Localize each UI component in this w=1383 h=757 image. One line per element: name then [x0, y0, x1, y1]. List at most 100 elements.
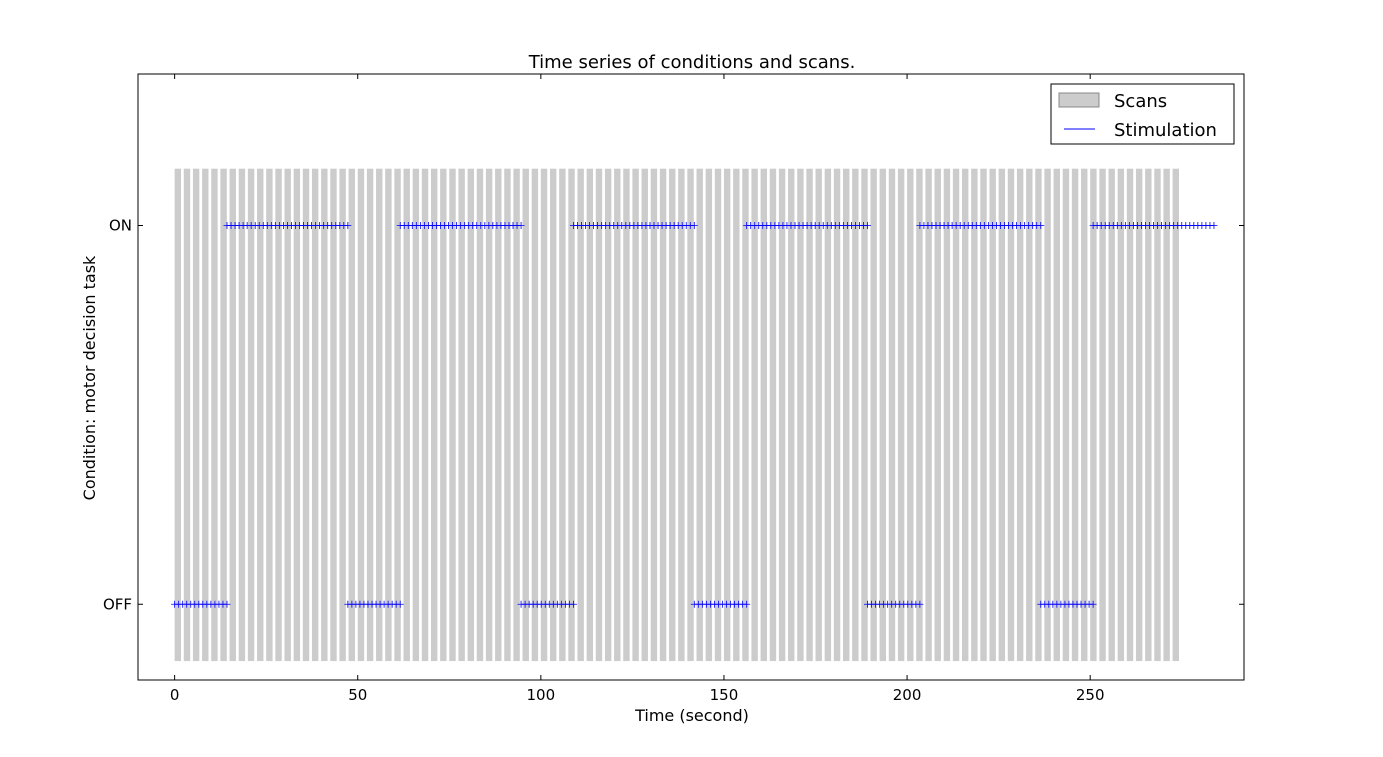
scan-bar	[897, 168, 905, 662]
x-tick-label: 50	[348, 686, 367, 704]
scan-bar	[595, 168, 603, 662]
scan-bar	[348, 168, 355, 662]
scan-bar	[806, 168, 813, 662]
scan-bar	[430, 168, 438, 662]
scan-bar	[495, 168, 502, 662]
stimulation-point	[690, 222, 698, 229]
scan-bar	[211, 168, 218, 662]
scan-bar	[531, 168, 539, 662]
scan-bar	[440, 168, 447, 662]
scan-bar	[458, 168, 465, 662]
scan-bar	[696, 168, 703, 662]
scan-bar	[824, 168, 832, 662]
scan-bar	[311, 168, 319, 662]
scan-bar	[577, 168, 584, 662]
scan-bar	[412, 168, 420, 662]
scan-bar	[513, 168, 520, 662]
scan-bar	[998, 168, 1006, 662]
scan-bar	[540, 168, 548, 662]
stimulation-point	[864, 222, 872, 229]
scan-bar	[421, 168, 429, 662]
stimulation-point	[1089, 600, 1097, 608]
stimulation-point	[517, 222, 525, 229]
scan-bar	[330, 168, 337, 662]
scan-bar	[1108, 168, 1115, 662]
legend-stimulation-label: Stimulation	[1114, 120, 1217, 141]
scan-bar	[1172, 168, 1179, 662]
scan-bar	[1071, 168, 1079, 662]
chart-title: Time series of conditions and scans.	[528, 52, 856, 73]
scan-bar	[504, 168, 511, 662]
scan-bar	[1117, 168, 1125, 662]
scan-bar	[879, 168, 887, 662]
x-tick-label: 0	[170, 686, 180, 704]
scan-bar	[659, 168, 667, 662]
scan-bar	[1016, 168, 1024, 662]
scan-bar	[284, 168, 291, 662]
scan-bar	[861, 168, 868, 662]
stimulation-point	[743, 600, 751, 608]
scan-bar	[220, 168, 227, 662]
scan-bar	[604, 168, 612, 662]
scan-bar	[366, 168, 374, 662]
scan-bar	[916, 168, 923, 662]
scan-bar	[586, 168, 594, 662]
scan-bar	[623, 168, 630, 662]
x-tick-label: 200	[893, 686, 922, 704]
x-tick-label: 150	[710, 686, 739, 704]
stimulation-point	[916, 600, 924, 608]
scan-bar	[678, 168, 685, 662]
scan-bar	[705, 168, 713, 662]
scan-bar	[1062, 168, 1070, 662]
scan-bar	[980, 168, 987, 662]
scan-bar	[247, 168, 255, 662]
scan-bar	[925, 168, 932, 662]
scan-bar	[394, 168, 401, 662]
scan-bar	[797, 168, 804, 662]
scan-bar	[778, 168, 786, 662]
stimulation-point	[1210, 222, 1218, 229]
scan-bar	[907, 168, 914, 662]
scan-bar	[1145, 168, 1152, 662]
scan-bar	[522, 168, 529, 662]
scan-bar	[183, 168, 191, 662]
scan-bar	[192, 168, 200, 662]
scan-bar	[962, 168, 969, 662]
scan-bar	[559, 168, 566, 662]
scan-bar	[275, 168, 282, 662]
scan-bar	[467, 168, 475, 662]
scan-bar	[888, 168, 896, 662]
scan-bar	[174, 168, 182, 662]
scan-bar	[714, 168, 722, 662]
scan-bar	[403, 168, 410, 662]
scan-bar	[760, 168, 767, 662]
x-axis-label: Time (second)	[634, 706, 749, 725]
scan-bar	[339, 168, 346, 662]
scan-bar	[1090, 168, 1097, 662]
scan-bar	[870, 168, 877, 662]
scan-bar	[1007, 168, 1015, 662]
y-axis-label: Condition: motor decision task	[80, 255, 99, 500]
scan-bar	[1154, 168, 1161, 662]
scan-bar	[723, 168, 731, 662]
stimulation-point	[1037, 222, 1045, 229]
scan-bar	[1081, 168, 1088, 662]
legend-scans-swatch	[1058, 92, 1100, 108]
scan-bar	[357, 168, 365, 662]
y-tick-label: OFF	[103, 595, 132, 613]
scan-bar	[238, 168, 246, 662]
scan-bar	[669, 168, 676, 662]
scan-bar	[788, 168, 795, 662]
scan-bar	[302, 168, 310, 662]
scan-bar	[385, 168, 392, 662]
scan-bar	[1026, 168, 1033, 662]
scan-bar	[842, 168, 850, 662]
scan-bar	[632, 168, 639, 662]
axes-frame	[137, 73, 1245, 681]
scans-layer	[174, 168, 1179, 662]
x-tick-label: 250	[1076, 686, 1105, 704]
scan-bar	[815, 168, 822, 662]
scan-bar	[943, 168, 951, 662]
ticks-layer: 0 50 100 150 200 250 OFF ON	[103, 74, 1244, 704]
scan-bar	[1126, 168, 1134, 662]
